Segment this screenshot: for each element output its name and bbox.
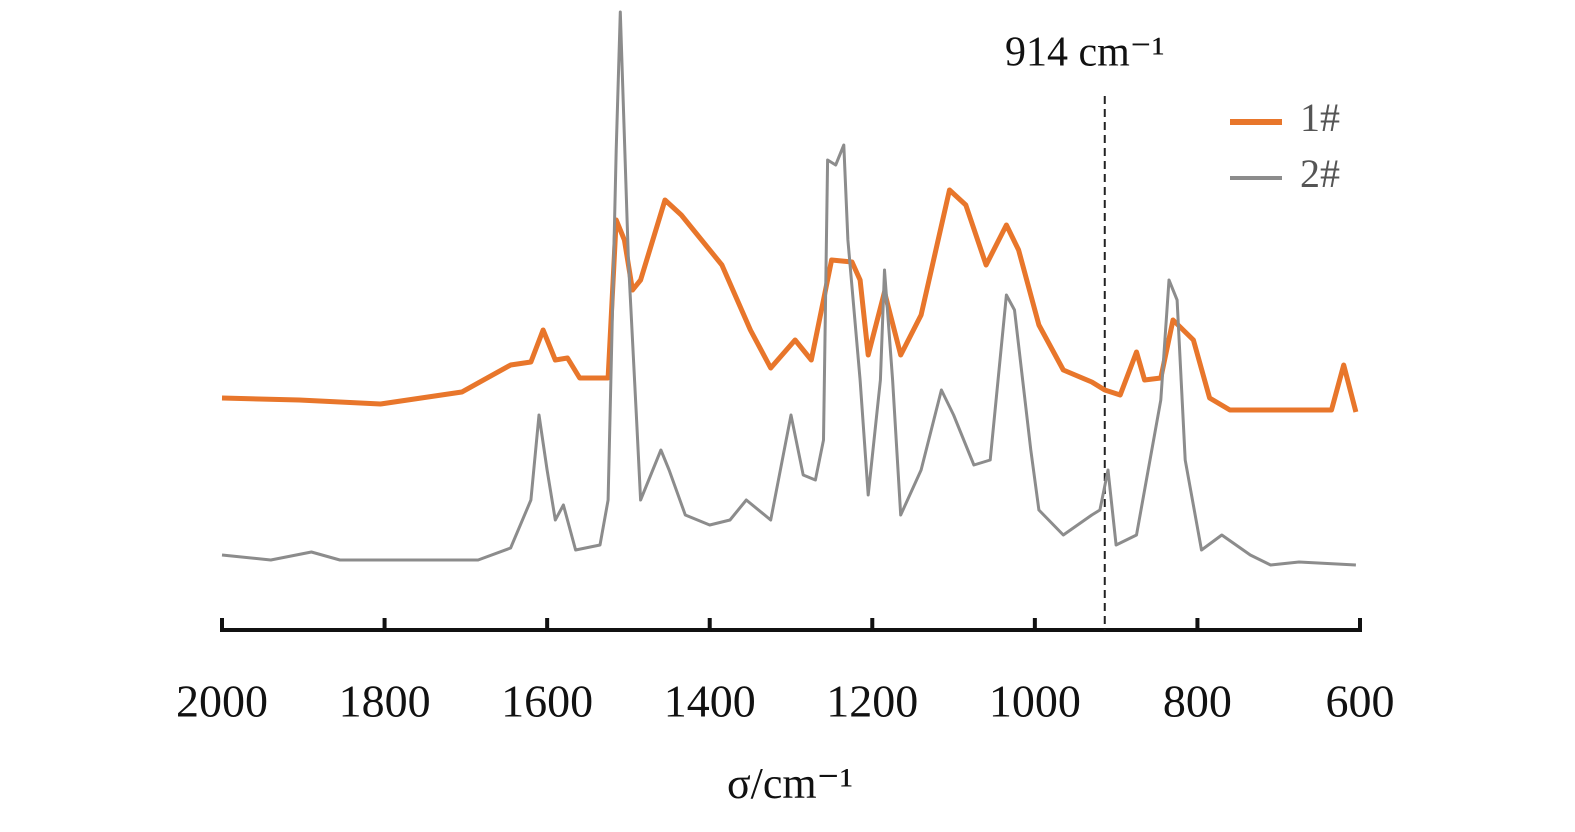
x-tick-label: 1000 [989, 676, 1081, 727]
x-tick-label: 2000 [176, 676, 268, 727]
annotation-text: 914 cm⁻¹ [1005, 30, 1165, 76]
x-tick-label: 800 [1163, 676, 1232, 727]
x-tick-label: 1400 [664, 676, 756, 727]
x-tick-label: 1600 [501, 676, 593, 727]
x-tick-label: 600 [1326, 676, 1395, 727]
x-tick-label: 1800 [339, 676, 431, 727]
series-line [221, 10, 1356, 567]
series-line [221, 187, 1359, 413]
legend-label: 2# [1300, 151, 1340, 196]
legend-label: 1# [1300, 95, 1340, 140]
x-tick-label: 1200 [826, 676, 918, 727]
x-axis-label: σ/cm⁻¹ [727, 759, 853, 808]
